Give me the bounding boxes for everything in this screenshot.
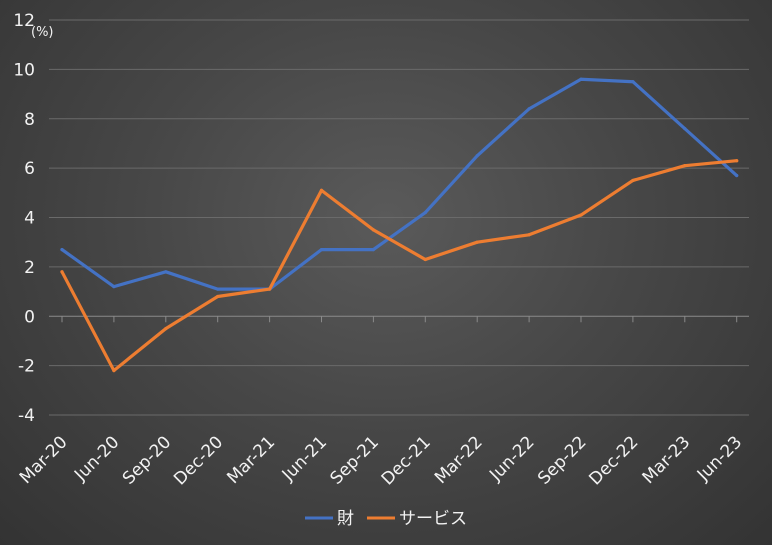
y-tick-label: 0 <box>24 307 35 327</box>
x-tick-label: Mar-22 <box>431 432 487 488</box>
x-tick-label: Dec-22 <box>585 432 642 489</box>
series-lines <box>60 77 739 373</box>
y-tick-label: 12 <box>13 11 35 31</box>
x-tick-label: Jun-22 <box>485 432 538 485</box>
x-tick-label: Jun-23 <box>693 432 746 485</box>
data-point <box>112 285 116 289</box>
data-point <box>60 247 64 252</box>
data-point <box>371 247 375 252</box>
data-point <box>423 257 427 262</box>
data-point <box>371 228 375 232</box>
data-point <box>164 326 168 331</box>
y-tick-label: 6 <box>24 159 35 179</box>
series-line-1 <box>60 159 739 373</box>
data-point <box>216 294 220 299</box>
data-point <box>423 210 427 215</box>
data-point <box>319 188 324 192</box>
legend-label-goods: 財 <box>337 509 354 529</box>
y-tick-label: 10 <box>13 60 35 80</box>
data-point <box>319 247 324 252</box>
x-tick-label: Sep-21 <box>326 432 382 488</box>
data-point <box>527 107 531 111</box>
data-point <box>527 233 531 237</box>
data-point <box>579 77 583 81</box>
data-point <box>268 287 272 291</box>
y-axis-unit-label: (%) <box>31 25 54 40</box>
data-point <box>112 368 116 373</box>
series-line-0 <box>60 77 739 291</box>
x-tick-label: Sep-22 <box>534 432 590 488</box>
data-point <box>579 213 583 217</box>
data-point <box>475 154 479 158</box>
y-axis-ticks: -4 -2 0 2 4 6 8 10 12 <box>13 11 35 426</box>
x-tick-label: Mar-21 <box>223 432 279 488</box>
data-point <box>475 240 479 244</box>
x-tick-label: Sep-20 <box>119 432 175 488</box>
data-point <box>735 173 739 178</box>
x-tick-label: Jun-21 <box>278 432 331 485</box>
x-tick-label: Mar-23 <box>639 432 695 488</box>
x-tick-label: Jun-20 <box>70 432 123 485</box>
data-point <box>683 164 687 168</box>
x-tick-label: Dec-21 <box>378 432 435 489</box>
data-point <box>631 80 635 84</box>
gridlines <box>49 19 749 416</box>
x-tick-label: Mar-20 <box>16 432 72 488</box>
y-tick-label: 8 <box>24 110 35 130</box>
data-point <box>735 159 739 163</box>
data-point <box>216 287 220 291</box>
data-point <box>60 270 64 274</box>
y-tick-label: -2 <box>18 357 35 377</box>
legend-label-services: サービス <box>399 509 467 529</box>
data-point <box>683 127 687 131</box>
data-point <box>164 270 168 274</box>
legend: 財 サービス <box>305 509 467 529</box>
y-tick-label: 4 <box>24 209 35 229</box>
y-tick-label: 2 <box>24 258 35 278</box>
data-point <box>631 178 635 183</box>
y-tick-label: -4 <box>18 406 35 426</box>
x-tick-label: Dec-20 <box>170 432 227 489</box>
